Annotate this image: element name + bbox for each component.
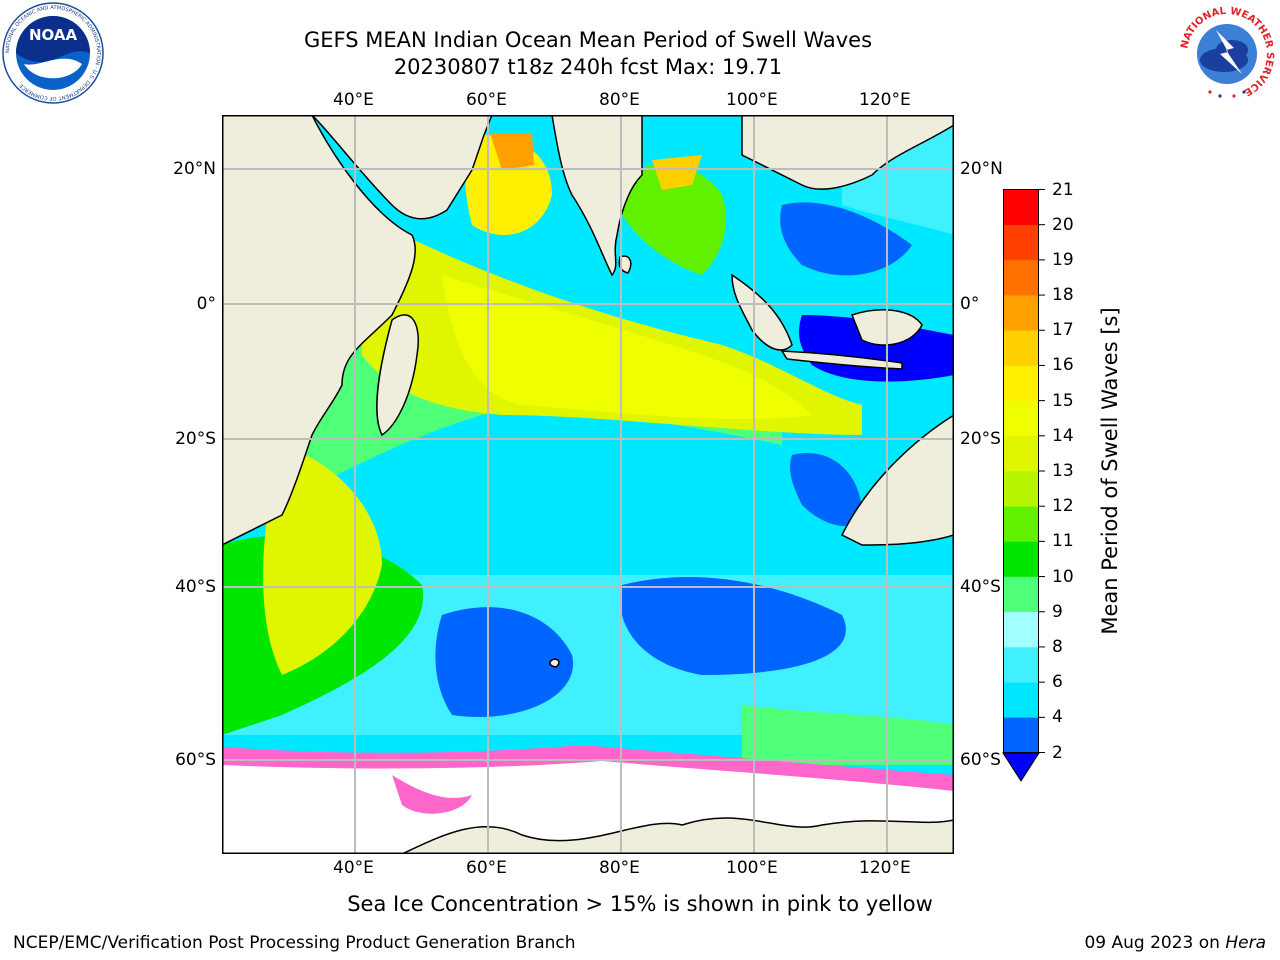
- chart-title: GEFS MEAN Indian Ocean Mean Period of Sw…: [303, 28, 873, 52]
- land-java: [780, 350, 903, 370]
- land-india: [551, 115, 643, 277]
- colorbar-segment: [1003, 365, 1039, 401]
- landmasses: [222, 115, 954, 854]
- left-lat-label: 20°N: [173, 159, 216, 179]
- colorbar-under-triangle: [1002, 752, 1040, 782]
- top-lon-label: 40°E: [333, 90, 374, 110]
- colorbar-segment: [1003, 330, 1039, 366]
- colorbar-segment: [1003, 400, 1039, 437]
- footer-credit: NCEP/EMC/Verification Post Processing Pr…: [13, 933, 576, 953]
- top-lon-label: 80°E: [599, 90, 640, 110]
- sea-ice-caption: Sea Ice Concentration > 15% is shown in …: [347, 892, 933, 916]
- colorbar-tick-label: 13: [1052, 461, 1074, 481]
- colorbar-tick-label: 4: [1052, 707, 1063, 728]
- colorbar-tick-label: 19: [1052, 249, 1074, 270]
- colorbar-tick-label: 12: [1052, 496, 1074, 517]
- colorbar-tick-label: 16: [1052, 355, 1074, 376]
- right-lat-label: 20°N: [960, 159, 1003, 179]
- chart-subtitle: 20230807 t18z 240h fcst Max: 19.71: [393, 55, 783, 79]
- left-lat-label: 40°S: [175, 577, 216, 597]
- noaa-logo: NATIONAL OCEANIC AND ATMOSPHERIC ADMINIS…: [2, 2, 104, 104]
- bottom-lon-label: 60°E: [466, 858, 507, 878]
- footer-date-text: 09 Aug 2023 on: [1084, 933, 1226, 953]
- right-lat-label: 20°S: [960, 429, 1001, 449]
- right-lat-label: 40°S: [960, 577, 1001, 597]
- bottom-lon-label: 100°E: [726, 858, 778, 878]
- colorbar-tick-label: 2: [1052, 742, 1063, 763]
- noaa-logo-text: NOAA: [29, 26, 78, 44]
- right-lat-label: 60°S: [960, 750, 1001, 770]
- left-lat-label: 20°S: [175, 429, 216, 449]
- colorbar-tick-label: 9: [1052, 601, 1063, 622]
- land-sri-lanka: [618, 255, 632, 274]
- graticule: [222, 115, 954, 854]
- colorbar-segment: [1003, 646, 1039, 683]
- colorbar-tick-labels: 2 4 6 8 9 10 11 12 13 14 15 16 17 18 19 20 21: [1052, 180, 1092, 780]
- colorbar-segment: [1003, 541, 1039, 577]
- colorbar-segment: [1003, 259, 1039, 296]
- colorbar-tick-label: 11: [1052, 531, 1074, 552]
- colorbar-segment: [1003, 471, 1039, 507]
- region-orange-gulf: [490, 133, 534, 170]
- land-antarctica: [222, 817, 954, 854]
- colorbar-tick-label: 10: [1052, 566, 1074, 587]
- colorbar-segment: [1003, 224, 1039, 261]
- colorbar-segment: [1003, 682, 1039, 718]
- colorbar-ticks: [1038, 189, 1045, 753]
- region-yellow-core: [442, 275, 812, 420]
- bottom-lon-label: 120°E: [859, 858, 911, 878]
- colorbar-label: Mean Period of Swell Waves [s]: [1098, 307, 1122, 635]
- colorbar-segment: [1003, 576, 1039, 613]
- bottom-lon-label: 80°E: [599, 858, 640, 878]
- bottom-lon-label: 40°E: [333, 858, 374, 878]
- colorbar-segment: [1003, 506, 1039, 542]
- right-lat-label: 0°: [960, 294, 980, 314]
- region-blue-south-1: [435, 607, 574, 717]
- top-lon-label: 100°E: [726, 90, 778, 110]
- footer-date: 09 Aug 2023 on Hera: [1084, 932, 1266, 954]
- colorbar-segments: [1003, 189, 1039, 753]
- colorbar-segment: [1003, 295, 1039, 331]
- land-africa: [222, 115, 416, 546]
- top-lon-label: 60°E: [466, 90, 507, 110]
- colorbar-segment: [1003, 611, 1039, 648]
- region-yellow-southwest: [263, 445, 382, 675]
- colorbar-segment: [1003, 435, 1039, 472]
- nws-logo: NATIONAL WEATHER SERVICE: [1179, 6, 1275, 102]
- colorbar-segment: [1003, 189, 1039, 225]
- swell-period-map: [222, 115, 954, 854]
- colorbar: [1002, 189, 1045, 782]
- land-madagascar: [376, 314, 419, 437]
- map-frame: [222, 115, 954, 854]
- land-arabia-africa-north: [222, 115, 493, 220]
- region-green-southeast: [742, 705, 954, 765]
- land-kerguelen: [549, 658, 560, 668]
- colorbar-tick-label: 17: [1052, 320, 1074, 341]
- left-lat-label: 60°S: [175, 750, 216, 770]
- region-blue-australia-west: [790, 453, 862, 526]
- colorbar-tick-label: 6: [1052, 672, 1063, 693]
- colorbar-segment: [1003, 717, 1039, 753]
- left-lat-label: 0°: [196, 294, 216, 314]
- colorbar-tick-label: 20: [1052, 214, 1074, 235]
- region-blue-south-2: [620, 576, 846, 675]
- colorbar-tick-label: 8: [1052, 636, 1063, 657]
- top-lon-label: 120°E: [859, 90, 911, 110]
- colorbar-tick-label: 15: [1052, 390, 1074, 411]
- footer-host: Hera: [1225, 933, 1266, 953]
- colorbar-tick-label: 21: [1052, 179, 1074, 200]
- colorbar-tick-label: 18: [1052, 285, 1074, 306]
- region-blue-scs: [780, 202, 912, 276]
- colorbar-tick-label: 14: [1052, 425, 1074, 446]
